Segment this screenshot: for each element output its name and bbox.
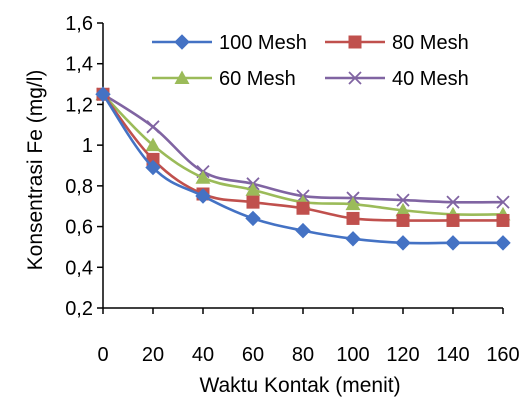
- legend-marker: [174, 34, 190, 50]
- data-point-100-mesh: [295, 222, 311, 239]
- x-axis-title: Waktu Kontak (menit): [199, 374, 400, 397]
- data-point-40-mesh: [496, 195, 510, 209]
- legend-marker: [348, 71, 362, 85]
- x-tick-label: 100: [336, 344, 369, 366]
- x-tick-label: 160: [486, 344, 519, 366]
- x-tick-label: 120: [386, 344, 419, 366]
- x-tick-label: 40: [192, 344, 214, 366]
- series-line-40-mesh: [102, 93, 504, 204]
- series-100-mesh: [95, 86, 511, 251]
- data-point-60-mesh: [345, 196, 361, 211]
- legend-label: 80 Mesh: [392, 32, 469, 54]
- legend-marker: [174, 70, 190, 84]
- y-tick-label: 0,4: [65, 257, 93, 279]
- legend-item-100-mesh: 100 Mesh: [152, 32, 307, 54]
- x-tick-label: 80: [292, 344, 314, 366]
- data-point-100-mesh: [345, 231, 361, 247]
- data-point-60-mesh: [195, 170, 211, 184]
- x-tick-label: 140: [436, 344, 469, 366]
- data-point-80-mesh: [496, 213, 510, 227]
- legend-marker: [348, 35, 362, 49]
- y-tick-label: 1,6: [65, 13, 93, 35]
- data-point-100-mesh: [95, 86, 111, 102]
- data-point-60-mesh: [245, 182, 261, 196]
- legend-label: 100 Mesh: [219, 32, 307, 54]
- data-point-100-mesh: [195, 188, 211, 204]
- y-tick-label: 1,2: [65, 94, 93, 116]
- data-point-80-mesh: [346, 211, 360, 225]
- x-tick-label: 60: [242, 344, 264, 366]
- data-point-80-mesh: [296, 201, 310, 215]
- x-tick-label: 20: [142, 344, 164, 366]
- data-point-100-mesh: [145, 159, 161, 176]
- data-point-80-mesh: [446, 213, 460, 227]
- data-point-60-mesh: [145, 137, 161, 152]
- y-axis-title: Konsentrasi Fe (mg/l): [24, 70, 47, 271]
- y-tick-label: 0,2: [65, 298, 93, 320]
- legend-item-80-mesh: 80 Mesh: [325, 32, 469, 54]
- legend-label: 60 Mesh: [219, 68, 296, 90]
- data-point-80-mesh: [246, 195, 260, 209]
- plot-area: 0,2 0,4 0,6 0,8 1 1,2 1,4 1,6 0 20 40 60 80 100 120 140…: [65, 13, 520, 366]
- data-point-100-mesh: [445, 235, 461, 251]
- data-point-40-mesh: [396, 193, 410, 207]
- x-tick-label: 0: [97, 344, 108, 366]
- data-point-100-mesh: [395, 235, 411, 251]
- data-point-40-mesh: [146, 120, 160, 134]
- data-point-100-mesh: [245, 210, 261, 227]
- y-tick-label: 0,8: [65, 176, 93, 198]
- y-tick-label: 1: [82, 135, 93, 157]
- data-point-100-mesh: [495, 235, 511, 251]
- legend-item-40-mesh: 40 Mesh: [325, 68, 469, 90]
- y-tick-label: 0,6: [65, 217, 93, 239]
- data-point-60-mesh: [395, 202, 411, 217]
- data-point-80-mesh: [396, 213, 410, 227]
- legend-label: 40 Mesh: [392, 68, 469, 90]
- legend-item-60-mesh: 60 Mesh: [152, 68, 296, 90]
- legend: 100 Mesh 80 Mesh 60 Mesh 40 Mesh: [152, 32, 469, 90]
- series-80-mesh: [96, 87, 510, 227]
- data-point-40-mesh: [446, 195, 460, 209]
- y-tick-label: 1,4: [65, 54, 93, 76]
